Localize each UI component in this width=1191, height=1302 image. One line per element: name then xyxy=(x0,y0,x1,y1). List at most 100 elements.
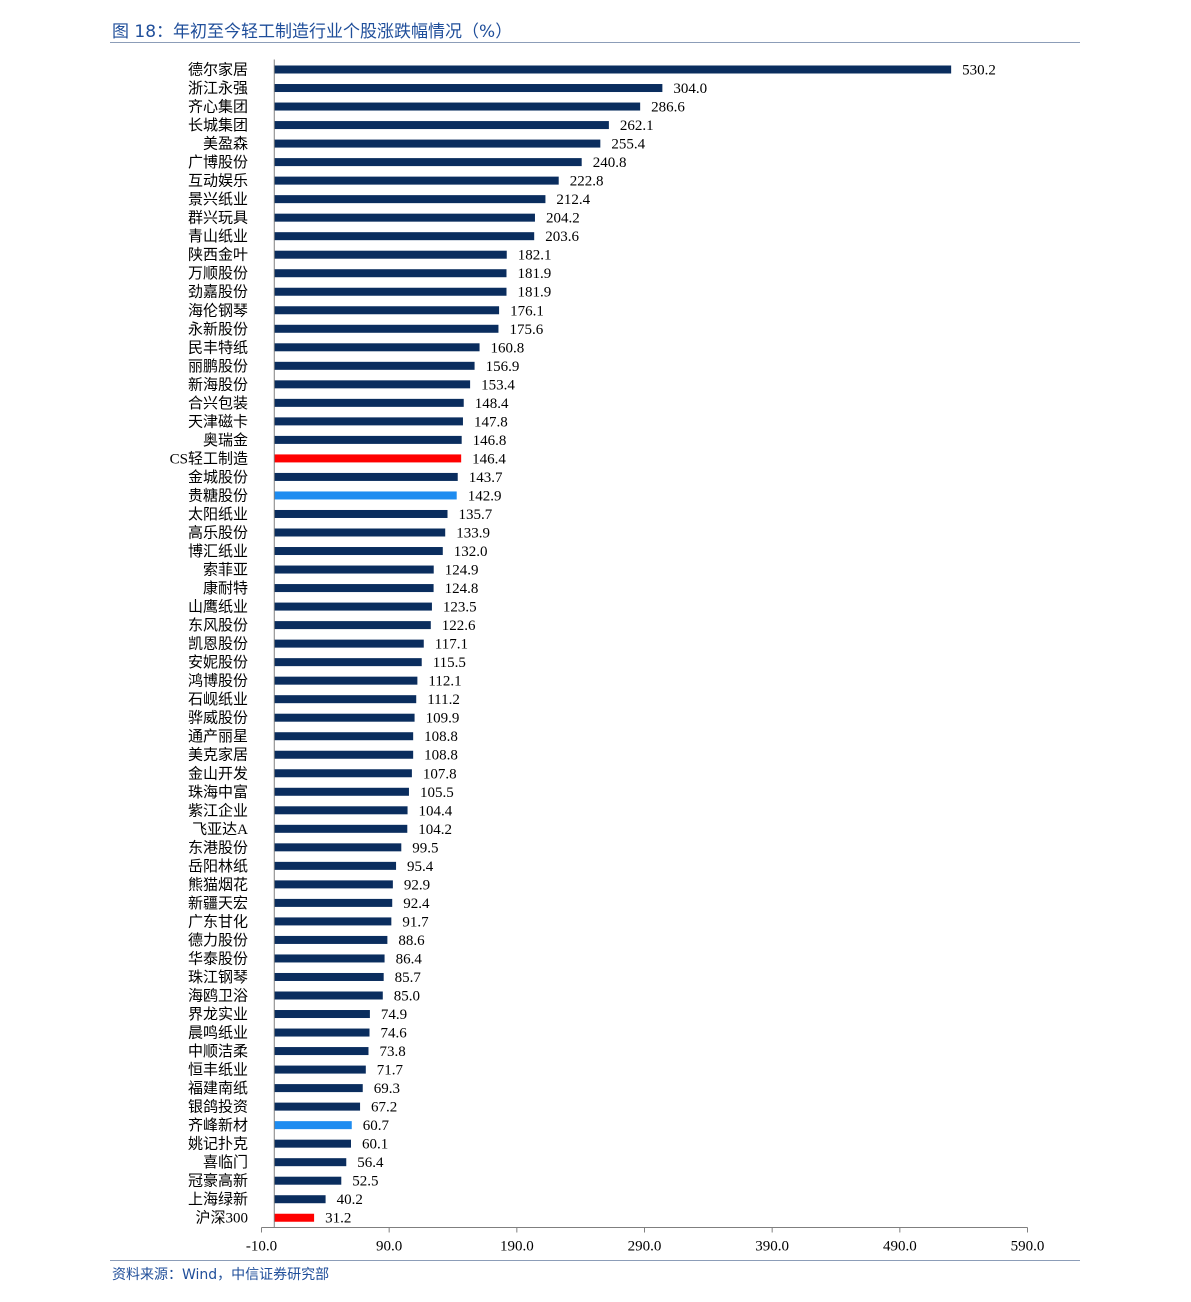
value-label: 60.1 xyxy=(362,1137,388,1153)
category-label: 齐峰新材 xyxy=(188,1117,248,1134)
value-label: 99.5 xyxy=(412,840,438,856)
category-label: 凯恩股份 xyxy=(188,636,248,653)
category-label: 互动娱乐 xyxy=(188,173,248,190)
bar xyxy=(274,732,414,741)
category-label: 青山纸业 xyxy=(188,228,248,245)
source-note: 资料来源：Wind，中信证券研究部 xyxy=(112,1267,330,1283)
bar xyxy=(274,65,952,74)
bar xyxy=(274,343,480,352)
source-divider xyxy=(110,1260,1080,1261)
x-tick-label: 390.0 xyxy=(755,1239,789,1255)
bar xyxy=(274,435,462,444)
bar xyxy=(274,1121,352,1130)
figure-title: 图 18：年初至今轻工制造行业个股涨跌幅情况（%） xyxy=(112,22,513,42)
bar xyxy=(274,213,535,222)
category-label: 美克家居 xyxy=(188,747,248,764)
value-label: 109.9 xyxy=(426,711,460,727)
category-label: 喜临门 xyxy=(203,1154,248,1171)
x-tick-label: 190.0 xyxy=(500,1239,534,1255)
value-label: 148.4 xyxy=(475,396,509,412)
bar xyxy=(274,139,601,148)
bar xyxy=(274,417,463,426)
bar xyxy=(274,1195,326,1204)
bar xyxy=(274,843,402,852)
value-label: 176.1 xyxy=(510,303,544,319)
bar xyxy=(274,935,388,944)
value-label: 92.4 xyxy=(403,896,430,912)
bar xyxy=(274,898,393,907)
category-label: 丽鹏股份 xyxy=(188,358,248,375)
value-label: 67.2 xyxy=(371,1100,397,1116)
bar xyxy=(274,398,464,407)
value-label: 92.9 xyxy=(404,877,430,893)
category-label: 中顺洁柔 xyxy=(188,1043,248,1060)
x-tick-label: -10.0 xyxy=(246,1239,277,1255)
bar xyxy=(274,547,443,556)
value-label: 212.4 xyxy=(556,192,590,208)
category-label: 界龙实业 xyxy=(188,1006,248,1023)
bar xyxy=(274,880,393,889)
bar xyxy=(274,584,434,593)
bar xyxy=(274,361,475,370)
value-label: 203.6 xyxy=(545,229,579,245)
bar xyxy=(274,195,546,204)
category-label: 陕西金叶 xyxy=(188,247,248,264)
bars-layer: 德尔家居 530.2 浙江永强 304.0 齐心集团 286.6 长城集团 262.1 美盈森 2… xyxy=(170,61,996,1227)
value-label: 122.6 xyxy=(442,618,476,634)
category-label: 上海绿新 xyxy=(188,1191,248,1208)
category-label: 万顺股份 xyxy=(188,265,248,282)
value-label: 104.4 xyxy=(419,803,453,819)
category-label: 冠豪高新 xyxy=(188,1172,248,1190)
category-label: 贵糖股份 xyxy=(188,487,248,504)
value-label: 175.6 xyxy=(509,322,543,338)
value-label: 133.9 xyxy=(456,526,490,542)
value-label: 304.0 xyxy=(673,81,707,97)
bar xyxy=(274,509,448,518)
bar xyxy=(274,287,507,296)
value-label: 135.7 xyxy=(459,507,493,523)
value-label: 143.7 xyxy=(469,470,503,486)
value-label: 286.6 xyxy=(651,100,685,116)
bar xyxy=(274,158,582,167)
value-label: 204.2 xyxy=(546,211,580,227)
category-label: 奥瑞金 xyxy=(203,432,248,449)
bar xyxy=(274,1176,342,1185)
value-label: 107.8 xyxy=(423,766,457,782)
category-label: 姚记扑克 xyxy=(188,1136,248,1153)
category-label: 通产丽星 xyxy=(188,728,248,745)
bar xyxy=(274,695,417,704)
category-label: 海鸥卫浴 xyxy=(188,988,248,1005)
bar xyxy=(274,1139,351,1148)
x-tick-label: 590.0 xyxy=(1011,1239,1045,1255)
value-label: 105.5 xyxy=(420,785,454,801)
value-label: 60.7 xyxy=(363,1118,390,1134)
category-label: 东港股份 xyxy=(188,839,248,856)
value-label: 69.3 xyxy=(374,1081,400,1097)
bar xyxy=(274,1158,347,1167)
value-label: 95.4 xyxy=(407,859,434,875)
category-label: 山鹰纸业 xyxy=(188,599,248,616)
category-label: 新海股份 xyxy=(188,376,248,393)
value-label: 147.8 xyxy=(474,414,508,430)
bar xyxy=(274,528,446,537)
category-label: 安妮股份 xyxy=(188,654,248,671)
value-label: 85.7 xyxy=(395,970,422,986)
bar xyxy=(274,472,458,481)
category-label: 珠江钢琴 xyxy=(188,969,248,986)
bar xyxy=(274,917,392,926)
value-label: 52.5 xyxy=(352,1174,378,1190)
bar xyxy=(274,676,418,685)
bar xyxy=(274,713,415,722)
category-label: 永新股份 xyxy=(188,321,248,338)
category-label: 广博股份 xyxy=(188,154,248,171)
value-label: 73.8 xyxy=(379,1044,405,1060)
value-label: 255.4 xyxy=(611,137,645,153)
category-label: 群兴玩具 xyxy=(188,210,248,227)
category-label: 劲嘉股份 xyxy=(188,284,248,301)
category-label: 民丰特纸 xyxy=(188,339,248,356)
value-label: 222.8 xyxy=(570,174,604,190)
bar xyxy=(274,806,408,815)
bar xyxy=(274,176,559,185)
value-label: 240.8 xyxy=(593,155,627,171)
category-label: 博汇纸业 xyxy=(188,543,248,560)
